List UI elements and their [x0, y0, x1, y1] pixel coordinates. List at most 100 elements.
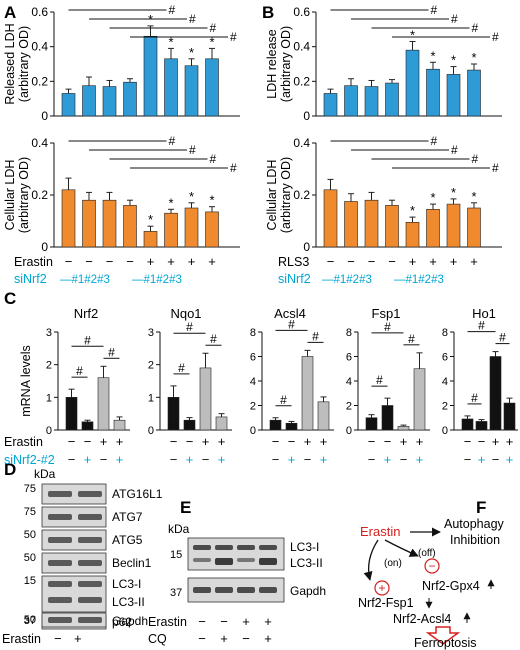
y-tick-label: 0 [250, 425, 256, 437]
y-axis-label: mRNA levels [19, 345, 33, 417]
bar [113, 419, 126, 431]
bar [65, 397, 78, 431]
kda-marker: 75 [24, 506, 36, 518]
f-plus-circle [374, 580, 390, 596]
bar [143, 231, 158, 248]
hash-mark: # [472, 152, 479, 166]
blot-band [48, 617, 72, 623]
kda-marker: 75 [24, 483, 36, 495]
e-erastin-sign: + [242, 614, 250, 629]
blot-band [78, 597, 102, 603]
band-label: ATG7 [112, 510, 143, 524]
bar [215, 416, 228, 431]
e-erastin-label: Erastin [148, 615, 187, 629]
f-arrow-on [363, 539, 379, 581]
bar [123, 205, 137, 248]
blot-band-gapdh [259, 587, 277, 593]
chart-title: Acsl4 [274, 306, 306, 321]
y-tick-label: 0 [41, 240, 48, 254]
erastin-sign: + [416, 434, 424, 449]
chart-b-ldh-release: 0 0.2 0.4 0.6 LDH release (arbitrary OD) * * * * #… [265, 3, 502, 123]
panel-c-signs: −−−++−++−−−++−++−−−++−++−−−++−++−−−++−++ [68, 434, 514, 467]
panel-e-western-blot: kDa 15 37 LC3-I LC3-II Gapdh Erastin CQ … [148, 522, 326, 646]
treatment-sign: + [450, 254, 458, 269]
panel-label-b: B [262, 3, 274, 22]
c-erastin-label: Erastin [4, 435, 43, 449]
bar [205, 58, 219, 117]
f-big-arrow [425, 626, 461, 645]
bar [102, 86, 117, 117]
blot-band-lc3-i [259, 545, 277, 550]
treatment-sign: − [327, 254, 335, 269]
sirna-sign: − [68, 452, 76, 467]
band-label: ATG5 [112, 533, 143, 547]
bar [467, 207, 481, 248]
kda-marker: 15 [24, 575, 36, 587]
e-kda-label: kDa [168, 522, 190, 536]
blot-band-lc3-i [237, 545, 255, 550]
bar [365, 417, 378, 431]
panel-b-rls3-signs: − − − − + + + + [327, 254, 478, 269]
chart-title: Nqo1 [170, 306, 201, 321]
y-tick-label: 2 [250, 401, 256, 413]
e-cq-label: CQ [148, 632, 167, 646]
d-kda-label: kDa [34, 467, 56, 481]
band-label: LC3-I [112, 577, 141, 591]
e-blot-lc3 [187, 537, 285, 571]
hash-mark: # [492, 30, 499, 44]
significance-star: * [189, 189, 194, 204]
bar [397, 426, 410, 431]
bar [364, 86, 379, 117]
blot-band [48, 560, 72, 566]
significance-star: * [471, 50, 476, 65]
y-tick-label: 0 [46, 425, 52, 437]
kda-marker: 50 [24, 614, 36, 626]
blot-band [78, 537, 102, 543]
erastin-sign: − [368, 434, 376, 449]
bar [81, 421, 94, 431]
y-tick-label: 4 [250, 376, 256, 388]
blot-band-lc3-ii [193, 558, 211, 562]
panel-f-schematic: Erastin Autophagy Inhibition (on) (off) … [358, 517, 505, 650]
d-sign-2: + [74, 631, 82, 646]
y-axis-label: Cellular LDH [265, 160, 279, 231]
erastin-sign: − [68, 434, 76, 449]
erastin-sign: + [202, 434, 210, 449]
y-tick-label: 2 [148, 360, 154, 372]
y-tick-label: 0.4 [31, 40, 48, 54]
blot-band [48, 581, 72, 587]
sirna-sign: + [416, 452, 424, 467]
treatment-sign: − [85, 254, 93, 269]
treatment-sign: + [409, 254, 417, 269]
treatment-sign: − [65, 254, 73, 269]
bar [489, 356, 502, 431]
y-axis-label-units: (arbitrary OD) [17, 26, 31, 102]
f-ferroptosis: Ferroptosis [414, 636, 477, 650]
e-erastin-sign: − [198, 614, 206, 629]
band-label: p62 [112, 615, 132, 629]
sirna-sign: + [186, 452, 194, 467]
e-erastin-sign: + [264, 614, 272, 629]
bar [405, 49, 420, 117]
blot-strip [41, 552, 107, 574]
chart-title: Ho1 [472, 306, 496, 321]
treatment-sign: + [470, 254, 478, 269]
y-tick-label: 6 [442, 352, 448, 364]
y-tick-label: 6 [346, 352, 352, 364]
sirna-sign: − [464, 452, 472, 467]
y-tick-label: 0.4 [293, 136, 310, 150]
e-marker-15: 15 [170, 549, 182, 561]
panel-label-f: F [476, 498, 486, 517]
erastin-sign: − [464, 434, 472, 449]
erastin-sign: − [84, 434, 92, 449]
sirna-sign: + [116, 452, 124, 467]
hash-mark: # [478, 319, 485, 333]
bar [164, 58, 178, 117]
significance-star: * [451, 185, 456, 200]
y-tick-label: 6 [250, 352, 256, 364]
significance-star: * [168, 195, 173, 210]
